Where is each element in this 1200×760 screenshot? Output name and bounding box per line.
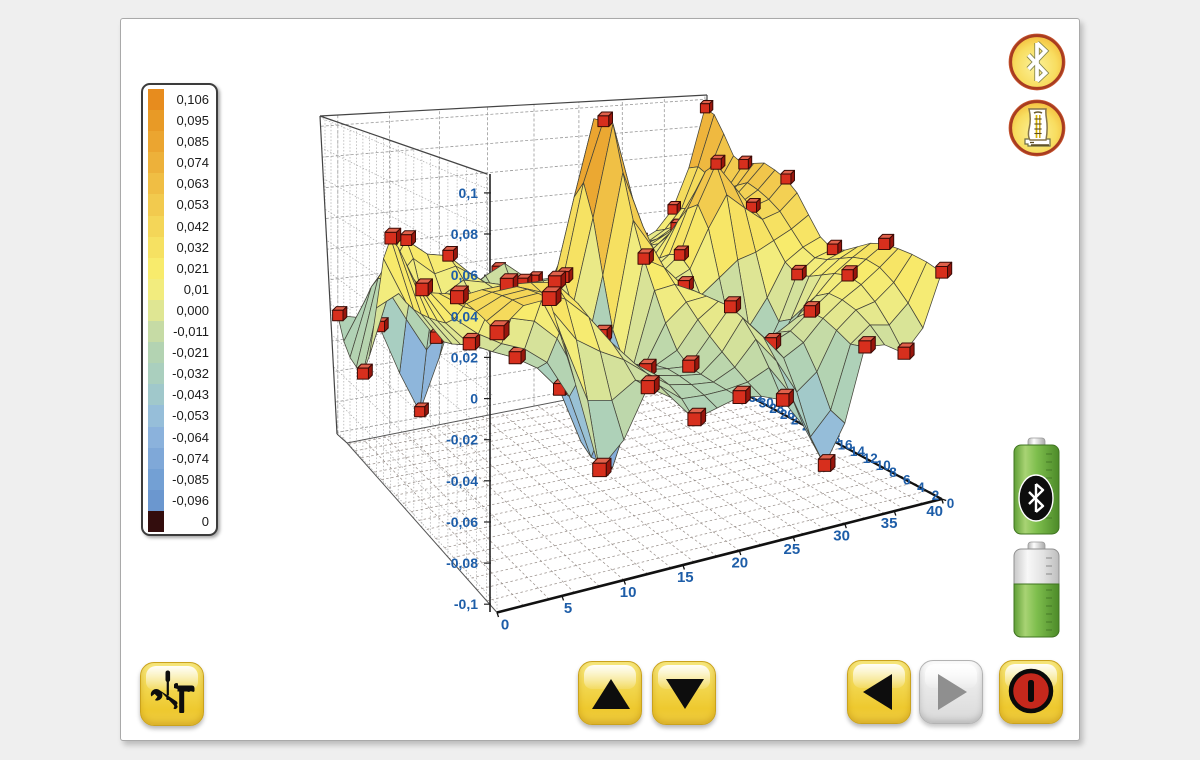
- svg-text:0: 0: [470, 391, 478, 407]
- svg-text:20: 20: [731, 555, 748, 572]
- svg-text:12: 12: [863, 451, 878, 466]
- svg-text:14: 14: [850, 444, 866, 459]
- svg-text:30: 30: [833, 528, 850, 545]
- svg-text:35: 35: [881, 515, 898, 532]
- svg-text:5: 5: [564, 600, 572, 617]
- svg-text:8: 8: [889, 465, 897, 480]
- svg-text:0: 0: [501, 617, 509, 634]
- svg-text:30: 30: [759, 396, 774, 411]
- svg-text:10: 10: [876, 458, 891, 473]
- svg-text:0,08: 0,08: [451, 226, 478, 242]
- svg-text:-0,06: -0,06: [446, 514, 478, 530]
- svg-text:0,04: 0,04: [451, 308, 478, 324]
- svg-text:0,1: 0,1: [459, 185, 479, 201]
- svg-text:25: 25: [784, 541, 801, 558]
- svg-text:10: 10: [620, 584, 637, 601]
- svg-text:40: 40: [926, 503, 943, 520]
- svg-text:15: 15: [677, 569, 694, 586]
- svg-text:0,06: 0,06: [451, 267, 478, 283]
- svg-text:-0,08: -0,08: [446, 555, 478, 571]
- svg-text:4: 4: [917, 480, 925, 495]
- svg-text:0,02: 0,02: [451, 349, 478, 365]
- svg-text:16: 16: [838, 438, 854, 453]
- svg-text:6: 6: [903, 473, 911, 488]
- svg-text:-0,04: -0,04: [446, 473, 478, 489]
- svg-text:-0,1: -0,1: [454, 596, 478, 612]
- svg-text:0: 0: [947, 496, 955, 511]
- svg-text:2: 2: [932, 488, 940, 503]
- svg-text:-0,02: -0,02: [446, 432, 478, 448]
